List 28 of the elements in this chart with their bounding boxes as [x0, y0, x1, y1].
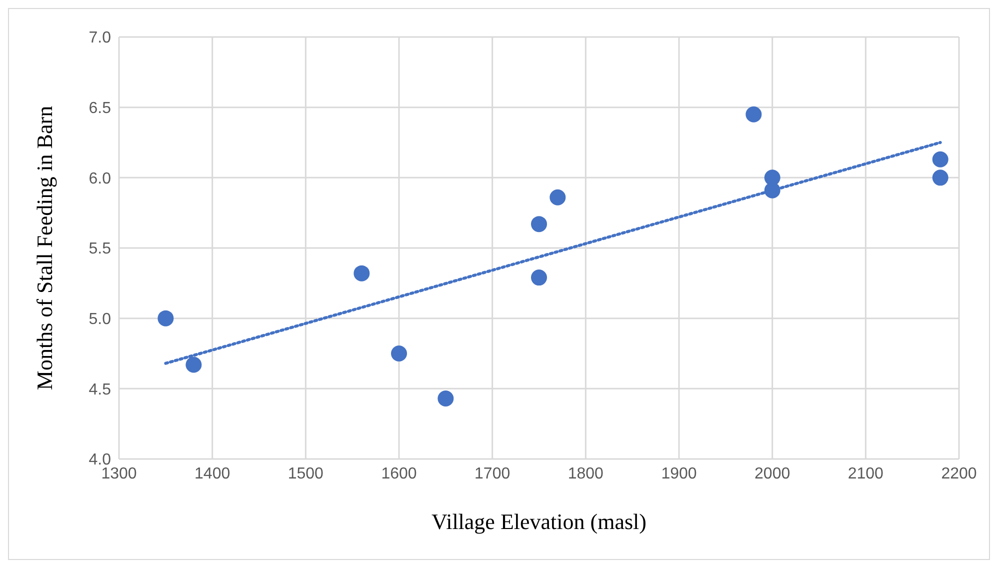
point [354, 265, 370, 282]
x-tick-label: 1900 [661, 465, 697, 482]
x-tick-label: 1400 [194, 465, 230, 482]
point [550, 189, 566, 206]
x-tick-label: 2200 [941, 465, 977, 482]
y-tick-label: 7.0 [88, 30, 112, 47]
y-tick-label: 5.0 [88, 311, 112, 328]
point [531, 216, 547, 232]
point [391, 346, 407, 362]
y-tick-label: 6.5 [88, 100, 112, 118]
y-tick-label: 5.5 [88, 240, 112, 258]
point [531, 270, 547, 286]
x-tick-label: 2100 [848, 465, 884, 482]
x-tick-label: 1700 [474, 465, 510, 482]
point [932, 151, 948, 168]
point [932, 170, 948, 186]
x-axis-title: Village Elevation (masl) [432, 509, 646, 534]
y-tick-label: 4.5 [88, 381, 112, 398]
x-tick-label: 1600 [381, 465, 417, 482]
point [186, 356, 202, 373]
x-tick-label: 2000 [754, 465, 790, 482]
point [746, 106, 762, 122]
y-tick-label: 6.0 [88, 170, 112, 188]
point [158, 310, 174, 326]
point [438, 390, 454, 407]
x-tick-label: 1500 [288, 465, 324, 482]
x-tick-label: 1800 [568, 465, 604, 482]
y-axis-title: Months of Stall Feeding in Barn [32, 106, 57, 390]
